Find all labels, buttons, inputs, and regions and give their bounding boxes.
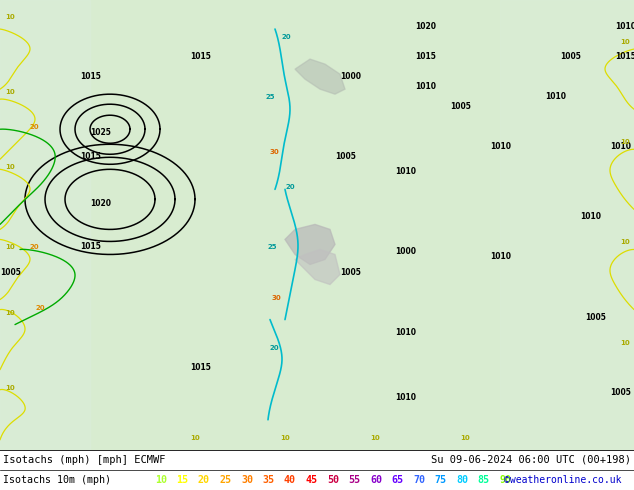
Text: 1005: 1005 [340, 268, 361, 276]
Text: Isotachs (mph) [mph] ECMWF: Isotachs (mph) [mph] ECMWF [3, 455, 165, 465]
Text: 55: 55 [349, 475, 361, 485]
Text: 1020: 1020 [90, 199, 111, 208]
Text: 85: 85 [477, 475, 489, 485]
Text: ©weatheronline.co.uk: ©weatheronline.co.uk [505, 475, 622, 485]
Text: 10: 10 [5, 385, 15, 391]
Text: 30: 30 [272, 294, 281, 300]
Text: 30: 30 [241, 475, 253, 485]
Text: 1010: 1010 [395, 167, 416, 176]
Text: 10: 10 [620, 340, 630, 345]
Text: Isotachs 10m (mph): Isotachs 10m (mph) [3, 475, 111, 485]
Text: 1000: 1000 [395, 247, 416, 256]
Text: 10: 10 [5, 89, 15, 95]
Text: 20: 20 [285, 184, 295, 190]
Text: 30: 30 [270, 149, 280, 155]
Text: 1010: 1010 [395, 328, 416, 337]
Text: 45: 45 [306, 475, 318, 485]
Text: 1015: 1015 [615, 52, 634, 61]
Text: 10: 10 [370, 435, 380, 441]
Text: 1015: 1015 [80, 243, 101, 251]
Polygon shape [285, 224, 335, 265]
Text: 1010: 1010 [545, 92, 566, 101]
Bar [500, 0, 634, 450]
Text: 75: 75 [434, 475, 446, 485]
Text: Su 09-06-2024 06:00 UTC (00+198): Su 09-06-2024 06:00 UTC (00+198) [431, 455, 631, 465]
Text: 25: 25 [219, 475, 231, 485]
Text: 1010: 1010 [610, 142, 631, 151]
Text: 1010: 1010 [580, 212, 601, 221]
Text: 10: 10 [190, 435, 200, 441]
Text: 1010: 1010 [490, 252, 511, 262]
Text: 10: 10 [5, 164, 15, 171]
Text: 20: 20 [35, 305, 44, 311]
Text: 35: 35 [262, 475, 275, 485]
Text: 20: 20 [282, 34, 292, 40]
Text: 1020: 1020 [415, 22, 436, 31]
Text: 80: 80 [456, 475, 468, 485]
Polygon shape [295, 59, 345, 94]
Text: 40: 40 [284, 475, 296, 485]
Text: 1005: 1005 [585, 313, 606, 321]
Text: 1005: 1005 [335, 152, 356, 161]
Text: 50: 50 [327, 475, 339, 485]
Text: 1015: 1015 [415, 52, 436, 61]
Text: 1000: 1000 [340, 72, 361, 81]
Text: 10: 10 [5, 310, 15, 316]
Text: 10: 10 [620, 39, 630, 45]
Text: 1005: 1005 [0, 268, 21, 276]
Text: 1010: 1010 [615, 22, 634, 31]
Text: 1005: 1005 [450, 102, 471, 111]
Bar [0, 0, 90, 450]
Text: 10: 10 [280, 435, 290, 441]
Text: 90: 90 [499, 475, 511, 485]
Text: 20: 20 [30, 124, 39, 130]
Text: 20: 20 [198, 475, 210, 485]
Text: 25: 25 [268, 245, 278, 250]
Text: 10: 10 [620, 139, 630, 145]
Text: 1010: 1010 [490, 142, 511, 151]
Text: 1015: 1015 [80, 72, 101, 81]
Text: 10: 10 [460, 435, 470, 441]
Text: 1005: 1005 [560, 52, 581, 61]
Text: 65: 65 [392, 475, 403, 485]
Text: 10: 10 [5, 245, 15, 250]
Text: 1015: 1015 [80, 152, 101, 161]
Text: 20: 20 [270, 344, 280, 351]
Text: 20: 20 [30, 245, 39, 250]
Text: 1010: 1010 [415, 82, 436, 91]
Text: 1005: 1005 [610, 388, 631, 397]
Text: 10: 10 [155, 475, 167, 485]
Polygon shape [295, 249, 340, 285]
Text: 1015: 1015 [190, 363, 211, 372]
Text: 1010: 1010 [395, 392, 416, 402]
Text: 10: 10 [5, 14, 15, 20]
Text: 1015: 1015 [190, 52, 211, 61]
Text: 25: 25 [265, 94, 275, 100]
Text: 60: 60 [370, 475, 382, 485]
Text: 10: 10 [620, 240, 630, 245]
Text: 15: 15 [176, 475, 188, 485]
Text: 1025: 1025 [90, 128, 111, 137]
Text: 70: 70 [413, 475, 425, 485]
